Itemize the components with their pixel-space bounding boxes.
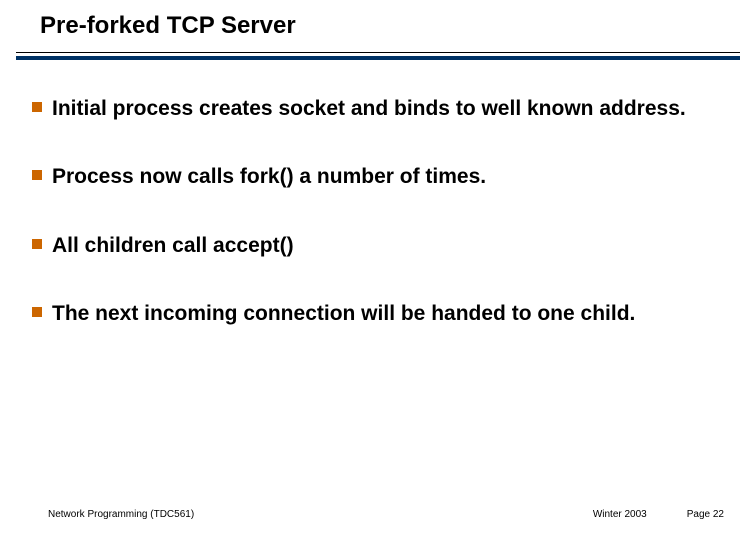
footer-right-group: Winter 2003 Page 22 [593, 509, 724, 520]
content-area: Initial process creates socket and binds… [32, 96, 732, 369]
title-rule-thick [16, 56, 740, 60]
bullet-square-icon [32, 307, 42, 317]
list-item: Process now calls fork() a number of tim… [32, 164, 732, 190]
slide-title: Pre-forked TCP Server [40, 12, 732, 50]
footer-page: Page 22 [687, 509, 724, 520]
footer: Network Programming (TDC561) Winter 2003… [48, 509, 724, 520]
list-item: All children call accept() [32, 233, 732, 259]
bullet-square-icon [32, 102, 42, 112]
bullet-square-icon [32, 239, 42, 249]
bullet-text: Initial process creates socket and binds… [52, 96, 686, 122]
footer-term: Winter 2003 [593, 509, 647, 520]
list-item: The next incoming connection will be han… [32, 301, 732, 327]
slide-container: Pre-forked TCP Server Initial process cr… [0, 0, 756, 540]
bullet-text: The next incoming connection will be han… [52, 301, 635, 327]
title-rule-thin [16, 52, 740, 53]
bullet-square-icon [32, 170, 42, 180]
footer-left: Network Programming (TDC561) [48, 509, 194, 520]
bullet-text: Process now calls fork() a number of tim… [52, 164, 486, 190]
title-block: Pre-forked TCP Server [40, 12, 732, 50]
bullet-text: All children call accept() [52, 233, 294, 259]
list-item: Initial process creates socket and binds… [32, 96, 732, 122]
